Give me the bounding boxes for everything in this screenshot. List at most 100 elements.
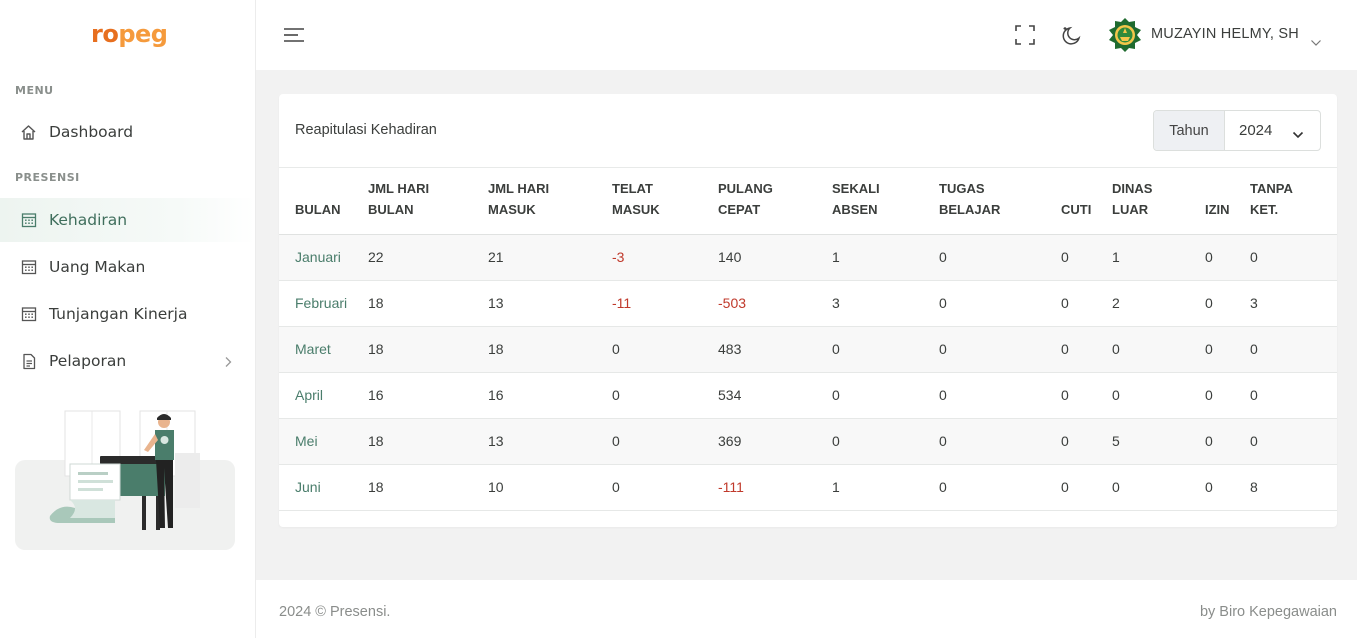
calendar-icon — [20, 259, 37, 276]
cell-cuti: 0 — [1061, 295, 1069, 311]
sidebar-item-uang-makan[interactable]: Uang Makan — [0, 245, 255, 289]
cell-tugas-belajar: 0 — [939, 341, 947, 357]
month-link[interactable]: Mei — [295, 433, 318, 449]
cell-dinas-luar: 5 — [1112, 433, 1120, 449]
cell-jml-hari-bulan: 22 — [368, 249, 384, 265]
cell-jml-hari-masuk: 21 — [488, 249, 504, 265]
logo-text-ro: ro — [91, 20, 119, 48]
table-row: Maret 18 18 0 483 0 0 0 0 0 0 — [279, 327, 1337, 373]
cell-jml-hari-masuk: 13 — [488, 433, 504, 449]
cell-tugas-belajar: 0 — [939, 433, 947, 449]
column-header-line: BELAJAR — [939, 202, 1001, 217]
column-header-tanpa-ket: TANPA KET. — [1250, 178, 1293, 220]
cell-dinas-luar: 2 — [1112, 295, 1120, 311]
topbar: MUZAYIN HELMY, SH — [256, 0, 1357, 70]
column-header-line: BULAN — [295, 202, 341, 217]
cell-jml-hari-bulan: 18 — [368, 341, 384, 357]
cell-jml-hari-bulan: 16 — [368, 387, 384, 403]
year-value: 2024 — [1239, 122, 1273, 139]
cell-cuti: 0 — [1061, 341, 1069, 357]
sidebar-item-kehadiran[interactable]: Kehadiran — [0, 198, 255, 242]
column-header-line: SEKALI — [832, 181, 880, 196]
user-name[interactable]: MUZAYIN HELMY, SH — [1151, 26, 1299, 42]
column-header-line — [1205, 178, 1230, 199]
cell-tanpa-ket: 8 — [1250, 479, 1258, 495]
cell-cuti: 0 — [1061, 433, 1069, 449]
year-select[interactable]: 2024 — [1225, 111, 1320, 150]
cell-dinas-luar: 1 — [1112, 249, 1120, 265]
cell-izin: 0 — [1205, 341, 1213, 357]
column-header-jml-hari-masuk: JML HARI MASUK — [488, 178, 549, 220]
cell-tanpa-ket: 0 — [1250, 341, 1258, 357]
column-header-line: JML HARI — [368, 181, 430, 196]
cell-tanpa-ket: 0 — [1250, 387, 1258, 403]
month-link[interactable]: Juni — [295, 479, 321, 495]
column-header-bulan: BULAN — [295, 178, 341, 220]
table-row: Januari 22 21 -3 140 1 0 0 1 0 0 — [279, 235, 1337, 281]
table-header: BULAN JML HARI BULAN JML HARI MASUK TELAT MASU… — [279, 167, 1337, 235]
app-logo[interactable]: ropeg — [91, 20, 168, 48]
cell-cuti: 0 — [1061, 479, 1069, 495]
sidebar-item-pelaporan[interactable]: Pelaporan — [0, 339, 255, 383]
cell-telat-masuk: 0 — [612, 341, 620, 357]
cell-jml-hari-bulan: 18 — [368, 479, 384, 495]
cell-tanpa-ket: 0 — [1250, 249, 1258, 265]
cell-telat-masuk: 0 — [612, 433, 620, 449]
column-header-cuti: CUTI — [1061, 178, 1091, 220]
column-header-izin: IZIN — [1205, 178, 1230, 220]
sidebar-item-dashboard[interactable]: Dashboard — [0, 110, 255, 154]
column-header-jml-hari-bulan: JML HARI BULAN — [368, 178, 429, 220]
cell-tugas-belajar: 0 — [939, 479, 947, 495]
cell-pulang-cepat: 369 — [718, 433, 742, 449]
presensi-heading: PRESENSI — [15, 171, 80, 184]
cell-jml-hari-bulan: 18 — [368, 433, 384, 449]
cell-tugas-belajar: 0 — [939, 387, 947, 403]
cell-izin: 0 — [1205, 387, 1213, 403]
column-header-line: TELAT — [612, 181, 653, 196]
column-header-line: CEPAT — [718, 202, 761, 217]
column-header-line: KET. — [1250, 202, 1279, 217]
attendance-card: Reapitulasi Kehadiran Tahun 2024 BULAN JM… — [279, 94, 1337, 527]
cell-sekali-absen: 3 — [832, 295, 840, 311]
column-header-line: JML HARI — [488, 181, 550, 196]
chevron-down-icon[interactable] — [1310, 32, 1322, 51]
cell-sekali-absen: 1 — [832, 249, 840, 265]
hamburger-icon[interactable] — [284, 26, 304, 44]
column-header-line: PULANG — [718, 181, 773, 196]
column-header-line: IZIN — [1205, 202, 1230, 217]
cell-pulang-cepat: 483 — [718, 341, 742, 357]
cell-izin: 0 — [1205, 479, 1213, 495]
cell-telat-masuk: -3 — [612, 249, 625, 265]
cell-pulang-cepat: 534 — [718, 387, 742, 403]
month-link[interactable]: Februari — [295, 295, 348, 311]
invoice-illustration — [49, 410, 200, 530]
cell-izin: 0 — [1205, 433, 1213, 449]
dark-mode-icon[interactable] — [1061, 24, 1083, 46]
cell-tanpa-ket: 0 — [1250, 433, 1258, 449]
cell-dinas-luar: 0 — [1112, 341, 1120, 357]
cell-pulang-cepat: -503 — [718, 295, 747, 311]
fullscreen-icon[interactable] — [1014, 24, 1036, 46]
sidebar-item-label: Kehadiran — [49, 211, 128, 229]
calendar-icon — [20, 306, 37, 323]
month-link[interactable]: Maret — [295, 341, 331, 357]
year-label: Tahun — [1154, 111, 1225, 150]
cell-telat-masuk: -11 — [612, 295, 632, 311]
cell-cuti: 0 — [1061, 249, 1069, 265]
column-header-line: LUAR — [1112, 202, 1149, 217]
month-link[interactable]: April — [295, 387, 324, 403]
sidebar-item-tunjangan-kinerja[interactable]: Tunjangan Kinerja — [0, 292, 255, 336]
avatar[interactable] — [1108, 17, 1142, 53]
month-link[interactable]: Januari — [295, 249, 341, 265]
table-row: Februari 18 13 -11 -503 3 0 0 2 0 3 — [279, 281, 1337, 327]
sidebar-item-label: Uang Makan — [49, 258, 146, 276]
column-header-line: ABSEN — [832, 202, 878, 217]
table-row: Mei 18 13 0 369 0 0 0 5 0 0 — [279, 419, 1337, 465]
cell-telat-masuk: 0 — [612, 387, 620, 403]
cell-sekali-absen: 0 — [832, 341, 840, 357]
chevron-right-icon — [223, 354, 233, 372]
column-header-dinas-luar: DINAS LUAR — [1112, 178, 1152, 220]
cell-dinas-luar: 0 — [1112, 387, 1120, 403]
sidebar-item-label: Tunjangan Kinerja — [49, 305, 188, 323]
column-header-line — [1061, 178, 1091, 199]
